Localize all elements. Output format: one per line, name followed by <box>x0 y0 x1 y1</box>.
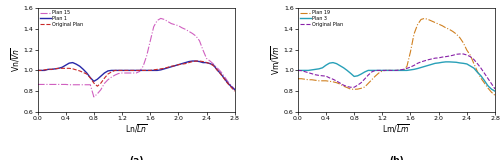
Text: (b): (b) <box>389 156 404 160</box>
X-axis label: Lm/$\overline{Lm}$: Lm/$\overline{Lm}$ <box>382 123 410 136</box>
Text: (a): (a) <box>129 156 144 160</box>
Legend: Plan 19, Plan 3, Original Plan: Plan 19, Plan 3, Original Plan <box>300 9 344 28</box>
Legend: Plan 15, Plan 1, Original Plan: Plan 15, Plan 1, Original Plan <box>39 9 84 28</box>
Y-axis label: Vm/$\overline{Vm}$: Vm/$\overline{Vm}$ <box>270 45 282 75</box>
Y-axis label: Vn/$\overline{Vn}$: Vn/$\overline{Vn}$ <box>9 48 22 72</box>
X-axis label: Ln/$\overline{Ln}$: Ln/$\overline{Ln}$ <box>124 123 148 136</box>
